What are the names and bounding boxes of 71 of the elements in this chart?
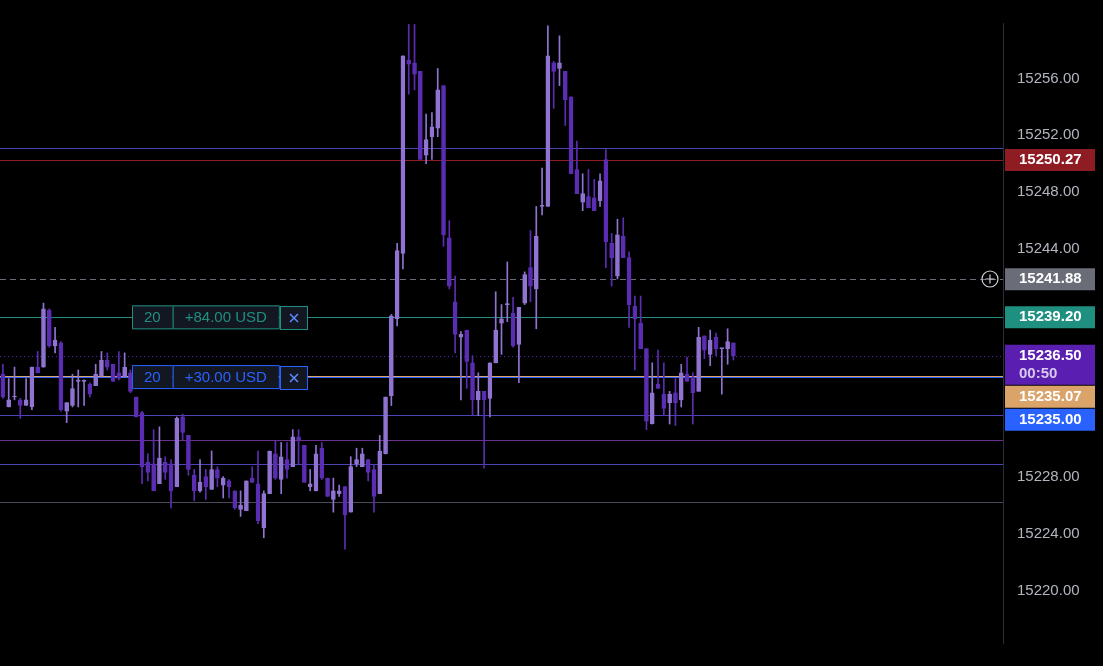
candlestick: [302, 445, 307, 483]
candlestick: [522, 271, 528, 305]
candlestick: [580, 173, 585, 212]
candlestick: [446, 220, 452, 290]
candlestick: [267, 450, 272, 495]
y-tick-label: 15244.00: [1017, 239, 1080, 257]
y-tick-label: 15220.00: [1017, 580, 1080, 598]
candlestick: [475, 372, 481, 416]
candlestick: [209, 450, 214, 490]
candlestick: [41, 302, 46, 368]
candlestick: [644, 348, 649, 431]
ref-line-label: 15239.20: [1019, 307, 1082, 325]
ref-line-label: 15250.27: [1019, 150, 1082, 168]
candlestick: [157, 426, 162, 485]
candlestick: [470, 355, 475, 416]
annotation: +84.00 USD: [184, 308, 267, 326]
candlestick: [551, 61, 557, 109]
candlestick: [696, 326, 701, 392]
ref-line-label: 15235.00: [1019, 409, 1082, 427]
y-tick-label: 15248.00: [1017, 182, 1080, 200]
candlestick: [325, 477, 330, 497]
candlestick: [180, 413, 185, 440]
y-tick-label: 15256.00: [1017, 68, 1080, 86]
candlestick: [12, 366, 17, 401]
y-tick-label: 15252.00: [1017, 125, 1080, 143]
candlestick: [557, 35, 562, 86]
candlestick: [93, 363, 98, 386]
annotation: 20: [144, 368, 161, 386]
candlestick: [406, 24, 412, 95]
candlestick: [441, 85, 446, 247]
candlestick: [638, 295, 643, 349]
candlestick: [64, 402, 69, 423]
candlestick: [731, 342, 736, 361]
y-tick-label: 15228.00: [1017, 466, 1080, 484]
candlestick: [528, 230, 533, 303]
candlestick: [354, 447, 359, 467]
candlestick: [499, 304, 504, 355]
candlestick: [307, 469, 313, 492]
candlestick: [702, 335, 707, 359]
candlestick: [296, 429, 301, 465]
ref-line-label: 15236.50: [1019, 345, 1082, 363]
candlestick: [389, 314, 394, 406]
candlestick: [151, 429, 156, 492]
candlestick: [360, 447, 365, 467]
y-tick-label: 15224.00: [1017, 523, 1080, 541]
candlestick: [418, 71, 423, 160]
candlestick: [70, 373, 75, 408]
candlestick: [99, 351, 104, 378]
candlestick: [673, 378, 678, 426]
candlestick: [244, 480, 249, 512]
candlestick: [35, 351, 41, 374]
candlestick: [238, 490, 243, 517]
candlestick: [273, 440, 278, 480]
candlestick: [122, 352, 127, 378]
text: 00:50: [1019, 363, 1058, 381]
candlestick: [609, 233, 614, 287]
candlestick: [615, 218, 620, 280]
candlestick: [458, 331, 464, 401]
candlestick: [667, 390, 672, 425]
candlestick: [6, 378, 12, 408]
annotation: +30.00 USD: [184, 368, 267, 386]
candlestick: [586, 169, 591, 209]
annotation: 20: [144, 308, 161, 326]
candlestick: [412, 24, 417, 91]
candlestick: [383, 396, 388, 455]
candlestick: [186, 435, 191, 476]
ref-line-label: 15241.88: [1019, 269, 1082, 287]
candlestick: [725, 328, 730, 365]
ref-line-label: 15235.07: [1019, 386, 1082, 404]
candlestick: [215, 466, 220, 487]
candlestick: [331, 477, 336, 513]
